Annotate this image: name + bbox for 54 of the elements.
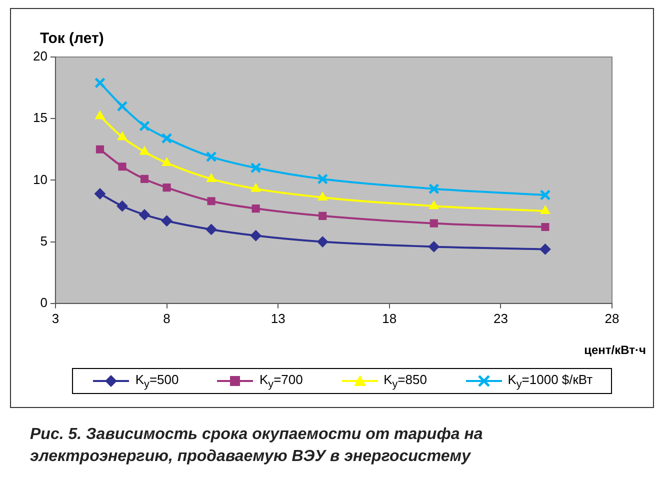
- point: [162, 157, 172, 166]
- y-tick-label: 20: [32, 48, 48, 64]
- point: [94, 77, 106, 88]
- point: [252, 204, 260, 213]
- legend-label: K$_{y}$=1000 $/кВт: [508, 372, 593, 390]
- point: [317, 173, 328, 184]
- legend-label: K$_{y}$=700: [259, 372, 303, 390]
- x-tick-label: 8: [163, 310, 170, 326]
- point: [429, 200, 439, 210]
- point: [206, 151, 217, 162]
- point: [116, 100, 128, 112]
- point: [317, 236, 328, 248]
- point: [250, 162, 262, 174]
- point: [540, 244, 551, 255]
- x-tick-label: 18: [382, 310, 397, 326]
- point: [206, 173, 216, 182]
- x-axis-title: цент/кВт·ч: [584, 343, 646, 357]
- x-tick-label: 28: [604, 310, 620, 326]
- text: Рис. 5. Зависимость срока окупаемости от тарифа на электроэнергию, продаваемую ВЭУ в энергосистему: [30, 425, 484, 467]
- y-tick-label: 5: [40, 233, 48, 248]
- point: [541, 222, 550, 232]
- point: [318, 192, 328, 200]
- point: [140, 174, 149, 184]
- legend-label: K$_{y}$=500: [135, 372, 179, 390]
- point: [430, 219, 438, 228]
- point: [250, 183, 261, 192]
- x-tick-label: 3: [52, 310, 60, 326]
- point: [161, 215, 172, 226]
- x-tick-label: 13: [270, 310, 286, 326]
- point: [161, 132, 172, 144]
- point: [96, 145, 104, 154]
- point: [95, 110, 105, 120]
- point: [207, 197, 216, 206]
- point: [428, 241, 440, 252]
- point: [139, 209, 150, 220]
- x-tick-label: 23: [493, 310, 508, 326]
- point: [250, 230, 262, 242]
- point: [206, 224, 217, 235]
- point: [139, 120, 150, 132]
- y-tick-label: 10: [32, 172, 48, 187]
- point: [94, 188, 106, 200]
- point: [162, 184, 171, 192]
- point: [116, 200, 128, 212]
- point: [540, 189, 551, 200]
- point: [118, 162, 126, 171]
- y-tick-label: 0: [40, 294, 48, 310]
- point: [117, 132, 128, 140]
- point: [428, 183, 440, 194]
- point: [140, 146, 150, 155]
- y-tick-label: 15: [32, 110, 48, 126]
- point: [318, 212, 327, 220]
- y-axis-title: Ток (лет): [40, 30, 104, 47]
- legend-label: K$_{y}$=850: [384, 372, 427, 390]
- point: [540, 206, 550, 214]
